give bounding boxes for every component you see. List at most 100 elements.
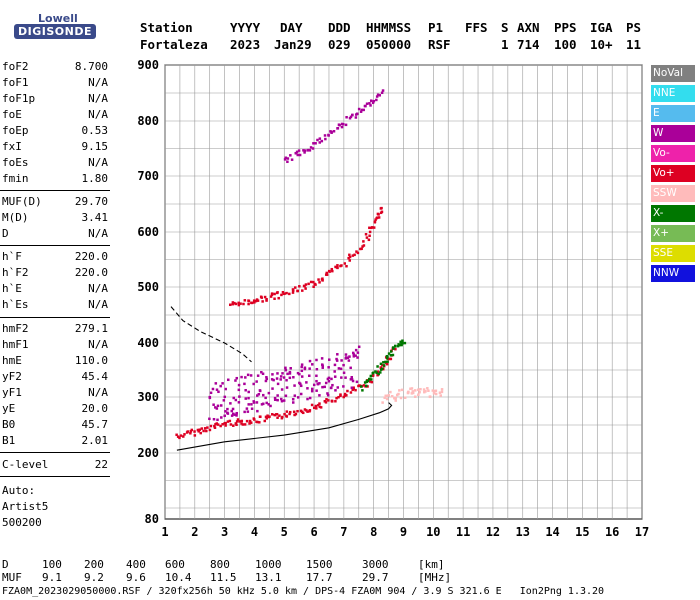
echo-point bbox=[237, 303, 241, 307]
echo-point bbox=[318, 137, 322, 140]
echo-point bbox=[301, 411, 305, 415]
echo-point bbox=[247, 403, 250, 406]
echo-point bbox=[349, 391, 353, 394]
echo-point bbox=[331, 383, 334, 387]
header-label: P1 bbox=[428, 20, 444, 35]
echo-point bbox=[418, 390, 421, 394]
echo-point bbox=[221, 382, 224, 385]
echo-point bbox=[300, 365, 303, 369]
echo-point bbox=[291, 401, 295, 404]
echo-point bbox=[333, 370, 336, 373]
echo-point bbox=[335, 396, 338, 400]
echo-point bbox=[330, 400, 334, 403]
header-label: DAY bbox=[280, 20, 303, 35]
echo-point bbox=[302, 149, 305, 152]
echo-point bbox=[343, 394, 346, 397]
echo-point bbox=[368, 379, 372, 382]
echo-point bbox=[254, 299, 258, 303]
echo-point bbox=[325, 273, 329, 276]
echo-point bbox=[231, 302, 235, 306]
echo-point bbox=[255, 298, 259, 301]
echo-point bbox=[363, 381, 367, 384]
param-name: C-level bbox=[2, 458, 49, 471]
echo-point bbox=[309, 280, 313, 284]
echo-point bbox=[292, 376, 295, 379]
header-value: 1 bbox=[501, 37, 509, 52]
echo-point bbox=[229, 402, 232, 405]
logo-digisonde-text: DIGISONDE bbox=[14, 24, 96, 39]
echo-point bbox=[398, 389, 401, 392]
echo-point bbox=[410, 392, 414, 395]
echo-point bbox=[359, 247, 362, 251]
echo-point bbox=[270, 292, 274, 295]
echo-point bbox=[189, 430, 193, 433]
echo-point bbox=[386, 394, 389, 398]
echo-point bbox=[261, 300, 264, 303]
param-name: yE bbox=[2, 402, 16, 415]
param-row: foF1p N/A bbox=[2, 92, 108, 106]
echo-point bbox=[293, 384, 296, 387]
echo-point bbox=[359, 110, 363, 113]
echo-point bbox=[280, 293, 283, 297]
echo-point bbox=[226, 420, 230, 423]
echo-point bbox=[375, 95, 379, 98]
auto-method: Artist5 bbox=[2, 500, 49, 513]
legend-item: W bbox=[651, 125, 695, 142]
echo-point bbox=[233, 413, 236, 416]
echo-point bbox=[221, 423, 224, 426]
param-value: 110.0 bbox=[74, 354, 108, 367]
echo-point bbox=[376, 373, 379, 377]
echo-point bbox=[403, 396, 407, 399]
echo-point bbox=[401, 342, 404, 345]
echo-point bbox=[400, 343, 403, 347]
echo-point bbox=[440, 388, 444, 391]
x-tick-label: 13 bbox=[516, 525, 530, 539]
auto-label: Auto: bbox=[2, 484, 36, 497]
echo-point bbox=[258, 421, 261, 424]
echo-point bbox=[306, 387, 309, 390]
echo-point bbox=[351, 351, 355, 355]
echo-point bbox=[278, 414, 281, 417]
echo-point bbox=[175, 433, 178, 437]
echo-point bbox=[245, 419, 249, 423]
echo-point bbox=[382, 361, 385, 364]
echo-point bbox=[285, 291, 288, 295]
header-label: IGA bbox=[590, 20, 613, 35]
param-value: 9.15 bbox=[81, 140, 109, 153]
echo-point bbox=[426, 387, 429, 390]
echo-point bbox=[273, 396, 277, 400]
echo-point bbox=[335, 357, 338, 361]
echo-point bbox=[392, 347, 395, 350]
param-value: 220.0 bbox=[74, 266, 108, 279]
param-name: foEs bbox=[2, 156, 29, 169]
echo-point bbox=[381, 89, 385, 92]
echo-point bbox=[281, 372, 284, 375]
echo-point bbox=[299, 392, 303, 396]
echo-point bbox=[389, 350, 393, 353]
echo-point bbox=[286, 160, 289, 164]
echo-point bbox=[296, 371, 300, 375]
echo-point bbox=[233, 301, 236, 305]
echo-point bbox=[371, 101, 375, 105]
echo-point bbox=[336, 264, 339, 267]
echo-point bbox=[272, 378, 275, 382]
echo-point bbox=[255, 380, 258, 383]
header-label: Station bbox=[140, 20, 193, 35]
echo-point bbox=[300, 363, 304, 366]
echo-point bbox=[333, 363, 337, 367]
echo-point bbox=[369, 99, 373, 102]
echo-point bbox=[217, 390, 220, 394]
echo-point bbox=[376, 93, 380, 97]
echo-point bbox=[315, 358, 318, 362]
echo-point bbox=[327, 366, 330, 369]
echo-point bbox=[324, 381, 328, 385]
x-tick-label: 7 bbox=[340, 525, 347, 539]
echo-point bbox=[368, 234, 371, 238]
echo-point bbox=[312, 285, 315, 289]
echo-point bbox=[235, 411, 238, 415]
echo-point bbox=[374, 218, 377, 221]
param-row: foF2 8.700 bbox=[2, 60, 108, 74]
x-tick-label: 15 bbox=[575, 525, 589, 539]
echo-point bbox=[366, 379, 370, 383]
echo-point bbox=[319, 406, 323, 409]
